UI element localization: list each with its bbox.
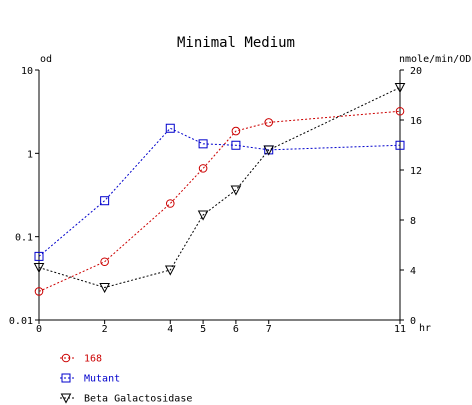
data-point [165, 199, 175, 208]
data-point [100, 196, 110, 206]
data-point [198, 164, 208, 173]
data-point [395, 140, 405, 150]
right-ticks: 0 4 8 12 16 20 [400, 66, 422, 327]
y-right-tick-label: 16 [410, 116, 422, 127]
data-point [231, 126, 241, 136]
legend-marker [61, 353, 71, 363]
legend-marker [61, 373, 71, 383]
data-point [164, 265, 176, 276]
y-right-tick-label: 12 [410, 166, 422, 177]
x-axis-label: hr [419, 323, 431, 334]
y-right-tick-label: 0 [410, 316, 416, 327]
data-point [34, 287, 44, 296]
data-point [395, 106, 405, 116]
x-tick-label: 4 [167, 324, 173, 335]
y-left-label: od [40, 54, 52, 65]
y-left-tick-label: 1 [27, 149, 33, 160]
data-point [34, 251, 44, 261]
y-left-tick-label: 0.01 [9, 316, 33, 327]
series-line [38, 127, 401, 257]
data-point [197, 210, 209, 221]
y-right-tick-label: 8 [410, 216, 416, 227]
y-right-tick-label: 4 [410, 266, 416, 277]
data-point [165, 123, 175, 133]
x-tick-label: 2 [102, 324, 108, 335]
x-ticks: 0 2 4 5 6 7 11 [36, 320, 406, 335]
data-point [198, 139, 208, 149]
data-point [99, 283, 110, 294]
y-right-label: nmole/min/OD [399, 54, 471, 65]
data-point [231, 140, 241, 150]
x-tick-label: 11 [394, 324, 406, 335]
x-tick-label: 6 [233, 324, 239, 335]
data-point [100, 257, 109, 267]
series-line [38, 110, 401, 292]
series-line [38, 87, 401, 289]
data-point [33, 263, 45, 274]
x-tick-label: 5 [200, 324, 206, 335]
left-ticks: 0.01 0.1 1 10 [9, 66, 39, 327]
y-left-tick-label: 10 [21, 66, 33, 77]
legend-label: Mutant [84, 374, 120, 385]
x-tick-label: 0 [36, 324, 42, 335]
series-layer [33, 83, 406, 296]
data-point [394, 83, 406, 94]
legend: 168 Mutant Beta Galactosidase [60, 354, 192, 405]
chart-title: Minimal Medium [177, 35, 295, 51]
legend-label: Beta Galactosidase [84, 394, 192, 405]
data-point [230, 185, 242, 196]
legend-label: 168 [84, 354, 102, 365]
y-right-tick-label: 20 [410, 66, 422, 77]
data-point [264, 118, 274, 127]
legend-marker [60, 393, 72, 404]
x-tick-label: 7 [266, 324, 272, 335]
data-point [263, 145, 275, 156]
y-left-tick-label: 0.1 [15, 233, 33, 244]
